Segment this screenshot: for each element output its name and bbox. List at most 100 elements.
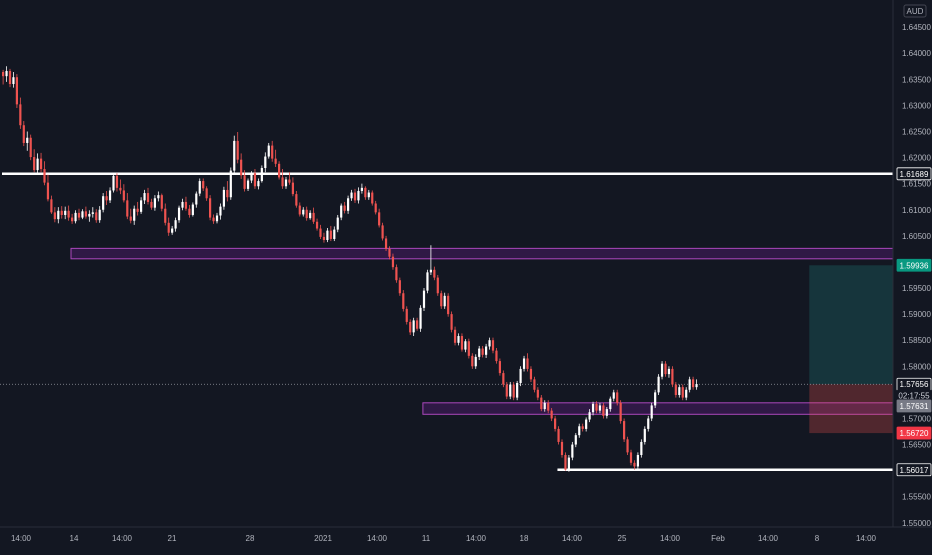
candle-body	[395, 267, 398, 281]
price-tick-label: 1.61000	[902, 206, 931, 215]
candle-body	[526, 358, 529, 369]
candle-body	[43, 169, 46, 183]
candle-body	[60, 210, 63, 215]
candle-body	[91, 212, 94, 214]
candle-body	[309, 212, 312, 219]
price-badge-label: 1.57656	[900, 380, 929, 389]
candle-body	[657, 376, 660, 393]
candle-body	[26, 137, 29, 143]
candle-body	[226, 189, 229, 198]
currency-label: AUD	[907, 7, 924, 16]
candle-body	[150, 201, 153, 208]
price-tick-label: 1.56500	[902, 441, 931, 450]
candle-body	[133, 208, 136, 221]
supply-demand-zone	[70, 247, 894, 260]
price-badge-label: 1.56017	[900, 466, 929, 475]
candle-body	[209, 198, 212, 218]
candle-body	[205, 188, 208, 199]
candle-body	[602, 405, 605, 416]
candle-body	[198, 181, 201, 194]
candle-body	[654, 392, 657, 406]
candle-body	[153, 198, 156, 208]
candle-body	[405, 308, 408, 322]
candle-body	[547, 402, 550, 411]
candle-body	[46, 182, 50, 200]
candle-body	[381, 225, 384, 239]
price-badge	[896, 167, 932, 181]
candle-body	[122, 190, 125, 201]
candle-body	[302, 209, 305, 215]
time-tick-label: 14:00	[367, 534, 388, 543]
candle-body	[643, 428, 646, 442]
candle-body	[419, 307, 422, 329]
candle-body	[412, 320, 415, 333]
candle-body	[67, 210, 70, 218]
candle-body	[571, 444, 574, 458]
time-tick-label: 14:00	[11, 534, 32, 543]
time-tick-label: 21	[168, 534, 177, 543]
candle-body	[574, 435, 577, 445]
candle-body	[422, 290, 426, 308]
candle-body	[495, 350, 498, 362]
candle-body	[605, 409, 608, 416]
candle-body	[598, 405, 602, 411]
price-tick-label: 1.63000	[902, 101, 931, 110]
candle-body	[481, 348, 484, 355]
candle-body	[678, 387, 681, 395]
candle-body	[616, 392, 619, 403]
candle-body	[384, 238, 388, 249]
candle-body	[98, 209, 101, 221]
candle-body	[591, 403, 595, 413]
candle-body	[550, 410, 553, 419]
candle-body	[505, 384, 508, 397]
candle-body	[305, 209, 308, 219]
currency-badge	[903, 4, 927, 18]
candle-body	[33, 157, 36, 171]
candle-body	[371, 192, 374, 204]
candle-body	[229, 170, 232, 198]
candle-body	[253, 173, 257, 187]
candle-body	[450, 314, 453, 330]
candle-body	[578, 426, 581, 436]
price-badge-label: 1.57631	[900, 402, 929, 411]
candle-body	[177, 207, 181, 221]
candle-body	[460, 336, 464, 350]
candle-body	[295, 194, 298, 206]
candle-body	[340, 205, 343, 218]
candle-body	[674, 384, 677, 395]
price-badge	[896, 463, 932, 477]
candle-body	[529, 368, 533, 380]
candle-body	[343, 205, 346, 211]
candle-body	[167, 222, 170, 233]
candle-body	[8, 70, 12, 85]
candle-body	[291, 182, 294, 195]
candle-body	[485, 346, 488, 355]
time-tick-label: Feb	[711, 534, 725, 543]
candle-body	[119, 187, 122, 191]
candle-body	[39, 158, 43, 170]
candle-body	[191, 204, 194, 215]
candle-body	[522, 358, 526, 369]
price-badge	[897, 389, 931, 402]
candle-body	[322, 236, 326, 241]
candle-body	[567, 457, 570, 470]
candle-body	[146, 193, 150, 202]
candle-body	[636, 454, 639, 467]
candle-body	[626, 439, 629, 453]
candle-body	[457, 336, 460, 343]
candle-body	[443, 295, 446, 307]
price-badge	[896, 258, 932, 272]
candle-body	[126, 200, 129, 217]
candle-body	[536, 389, 539, 398]
candle-body	[557, 428, 560, 442]
candle-body	[695, 384, 698, 388]
time-tick-label: 25	[618, 534, 627, 543]
candle-body	[440, 293, 443, 307]
candle-body	[222, 189, 225, 207]
candle-body	[357, 190, 360, 201]
candle-body	[202, 181, 205, 189]
candle-body	[81, 211, 84, 218]
